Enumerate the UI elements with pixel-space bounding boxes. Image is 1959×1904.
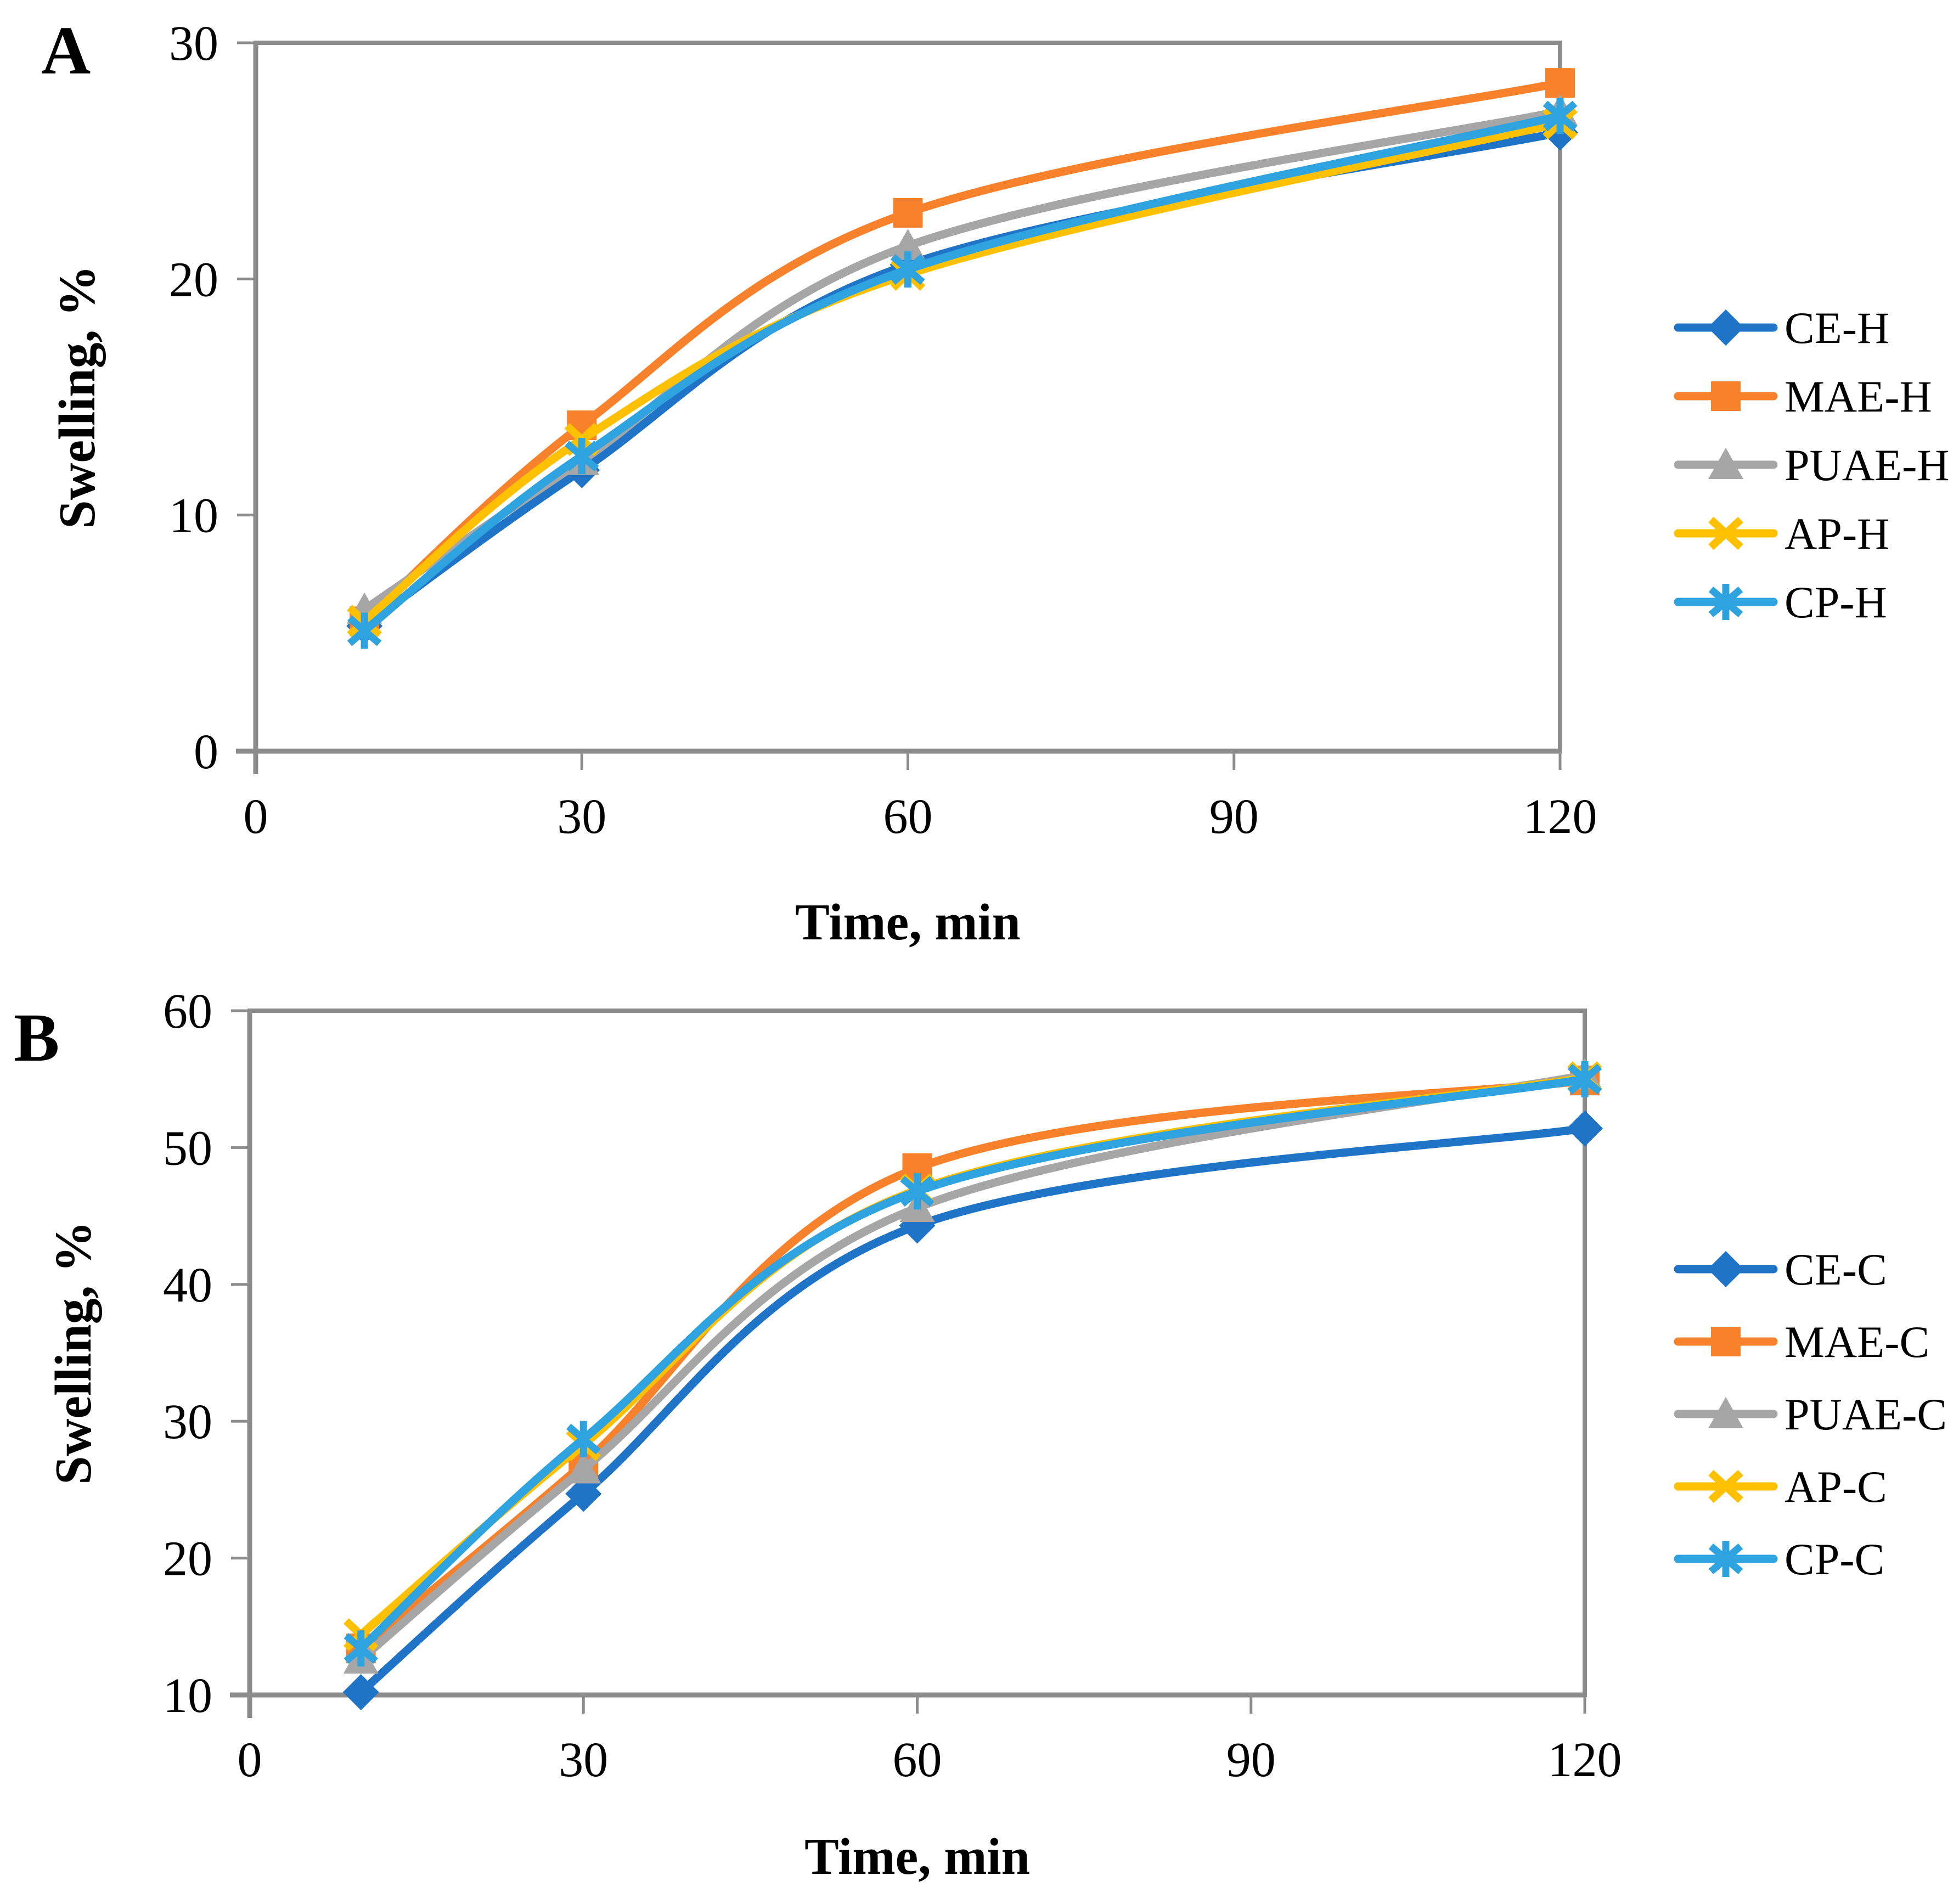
y-tick-label: 50 [163, 1121, 212, 1175]
x-tick-label: 60 [883, 790, 933, 844]
PUAE-H-line [360, 107, 1564, 614]
MAE-H-marker-square [1545, 68, 1575, 98]
legend-item-ce-c: CE-C [1674, 1244, 1887, 1294]
x-tick-label: 120 [1523, 790, 1597, 844]
y-axis-title: Swelling, % [45, 1221, 102, 1485]
CP-C-line [357, 1075, 1589, 1653]
MAE-H-legend-marker-square [1711, 381, 1741, 411]
legend-item-ap-c: AP-C [1674, 1462, 1887, 1512]
y-tick-label: 30 [169, 16, 218, 71]
panel-label-b: B [14, 1000, 59, 1076]
y-tick-label: 10 [169, 489, 218, 543]
legend-item-mae-c: MAE-C [1674, 1317, 1929, 1367]
legend-item-mae-h: MAE-H [1674, 371, 1932, 421]
legend-label: MAE-C [1785, 1317, 1929, 1367]
y-tick-label: 30 [163, 1395, 212, 1449]
legend-label: CP-C [1785, 1534, 1884, 1584]
CE-H-line [360, 128, 1564, 630]
x-axis-title: Time, min [804, 1828, 1030, 1885]
legend-label: CE-H [1785, 303, 1889, 353]
legend-label: PUAE-H [1785, 440, 1950, 490]
legend-label: PUAE-C [1785, 1389, 1947, 1439]
AP-H-legend-marker-x [1708, 516, 1743, 550]
AP-C-legend-marker-x [1708, 1469, 1743, 1503]
legend-item-ce-h: CE-H [1674, 303, 1889, 353]
y-axis-title: Swelling, % [49, 265, 106, 529]
CP-H-marker-asterisk [565, 438, 599, 475]
CP-C-legend-marker-asterisk [1708, 1541, 1743, 1577]
legend-label: AP-C [1785, 1462, 1887, 1512]
MAE-H-marker-square [893, 198, 923, 228]
CP-H-marker-asterisk [1543, 98, 1578, 134]
y-tick-label: 40 [163, 1258, 212, 1312]
PUAE-H-marker-triangle [890, 229, 926, 261]
CP-H-marker-asterisk [347, 612, 382, 649]
PUAE-C-line [357, 1071, 1589, 1664]
legend-item-cp-c: CP-C [1674, 1534, 1884, 1584]
x-tick-label: 60 [893, 1733, 942, 1787]
CE-C-marker-diamond [565, 1475, 602, 1512]
CP-H-marker-asterisk [891, 251, 925, 288]
y-tick-label: 60 [163, 984, 212, 1039]
legend-label: CE-C [1785, 1244, 1887, 1294]
CE-C-line [357, 1124, 1589, 1697]
legend-a: CE-H MAE-H PUAE-H AP-H CP-H [1674, 303, 1950, 627]
x-tick-label: 0 [238, 1733, 262, 1787]
legend-item-ap-h: AP-H [1674, 509, 1889, 559]
y-tick-label: 20 [163, 1532, 212, 1586]
panel-a-chart: A 0 30 60 90 120 0 10 20 30 Time, min Swelling, % CE… [41, 13, 1950, 951]
legend-label: AP-H [1785, 509, 1889, 559]
MAE-C-line [357, 1076, 1589, 1653]
PUAE-H-legend-marker-triangle [1708, 448, 1743, 479]
y-tick-label: 0 [194, 725, 218, 779]
x-tick-label: 90 [1209, 790, 1259, 844]
CP-H-line [360, 111, 1564, 635]
panel-label-a: A [41, 13, 91, 89]
MAE-C-legend-marker-square [1711, 1327, 1741, 1356]
y-tick-label: 10 [163, 1669, 212, 1723]
panel-b-chart: B 0 30 60 90 120 10 20 30 40 50 60 Time, min Swelling… [14, 984, 1947, 1885]
legend-label: CP-H [1785, 577, 1887, 627]
legend-item-puae-h: PUAE-H [1674, 440, 1950, 490]
x-axis-title: Time, min [795, 894, 1021, 951]
CP-C-marker-asterisk [344, 1630, 378, 1667]
x-tick-label: 120 [1548, 1733, 1622, 1787]
x-tick-label: 0 [244, 790, 268, 844]
legend-b: CE-C MAE-C PUAE-C AP-C CP-C [1674, 1244, 1947, 1584]
x-tick-label: 90 [1226, 1733, 1276, 1787]
legend-item-puae-c: PUAE-C [1674, 1389, 1947, 1439]
PUAE-C-legend-marker-triangle [1708, 1397, 1743, 1428]
CE-C-legend-marker-diamond [1708, 1251, 1744, 1287]
CE-H-legend-marker-diamond [1708, 309, 1744, 346]
AP-C-line [357, 1073, 1589, 1639]
legend-item-cp-h: CP-H [1674, 577, 1887, 627]
x-tick-label: 30 [559, 1733, 608, 1787]
y-tick-label: 20 [169, 252, 218, 307]
CP-C-marker-asterisk [566, 1421, 601, 1457]
plot-frame [247, 1009, 1587, 1697]
CP-H-legend-marker-asterisk [1708, 584, 1743, 620]
legend-label: MAE-H [1785, 371, 1932, 421]
CP-C-marker-asterisk [900, 1173, 935, 1210]
CP-C-marker-asterisk [1567, 1061, 1602, 1097]
CE-C-marker-diamond [342, 1674, 379, 1711]
PUAE-C-marker-triangle [566, 1452, 601, 1484]
x-tick-label: 30 [557, 790, 606, 844]
CE-C-marker-diamond [1567, 1110, 1603, 1147]
